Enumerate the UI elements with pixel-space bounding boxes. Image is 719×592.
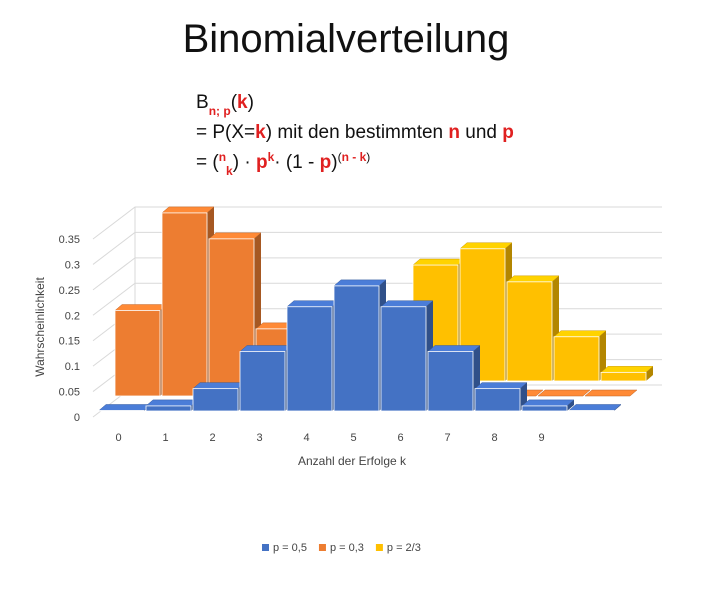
bar-side [614, 404, 621, 411]
formula-part: n [219, 150, 226, 164]
chart-title: Binomialverteilung [183, 17, 510, 61]
bar-top [600, 366, 654, 373]
bar [568, 410, 615, 412]
formula-part: ( [338, 150, 342, 164]
legend-swatch [318, 544, 326, 551]
bar [600, 371, 647, 382]
formula-part: · (1 - [274, 152, 319, 173]
bar [333, 285, 380, 412]
formula-part: = ( [196, 152, 219, 173]
x-tick-label: 9 [538, 432, 544, 444]
y-tick-label: 0.3 [65, 259, 80, 271]
formula-line: Bn; p(k) [196, 92, 254, 118]
bar-top [537, 389, 591, 397]
formula-part: p [502, 122, 514, 143]
bar [145, 405, 192, 412]
bar-top [412, 258, 466, 266]
y-axis-title: Wahrscheinlichkeit [33, 277, 47, 377]
bar-top [568, 404, 622, 411]
bar-top [286, 300, 340, 307]
legend-swatch [375, 544, 383, 551]
x-tick-label: 6 [397, 432, 403, 444]
formula-part: p [256, 152, 268, 173]
bar-top [380, 300, 434, 307]
legend-label: p = 0,3 [330, 542, 364, 554]
legend-label: p = 2/3 [387, 542, 421, 554]
y-tick-label: 0.35 [59, 234, 80, 246]
formula-line: = (nk) · pk· (1 - p)(n - k) [196, 150, 370, 178]
bar [192, 388, 239, 412]
formula-part: p [320, 152, 332, 173]
bar-top [521, 399, 575, 407]
bar [521, 405, 568, 412]
bar-top [145, 399, 199, 407]
y-tick-label: 0.15 [59, 336, 80, 348]
x-tick-label: 1 [162, 432, 168, 444]
bar-top [208, 232, 262, 240]
bar-top [474, 382, 528, 389]
legend-swatch [262, 544, 269, 551]
formula-part: n; p [209, 104, 231, 118]
formula-part: ( [231, 92, 238, 113]
bar [427, 351, 474, 412]
bar-top [114, 304, 168, 311]
bar-top [98, 404, 152, 411]
formula-part: und [460, 122, 502, 143]
bar-top [553, 330, 607, 338]
bar-top [192, 382, 246, 389]
formula-part: n - k [342, 150, 367, 164]
bar [161, 212, 208, 397]
formula-part: ) [248, 92, 254, 113]
bar-top [333, 279, 387, 287]
formula-part: ) mit den bestimmten [266, 122, 449, 143]
formula-part: ) · [233, 152, 256, 173]
x-axis-title: Anzahl der Erfolge k [298, 454, 407, 468]
bar [474, 388, 521, 412]
x-tick-label: 0 [115, 432, 121, 444]
bar [380, 306, 427, 412]
formula-part: n [448, 122, 460, 143]
x-tick-label: 2 [209, 432, 215, 444]
formula-line: = P(X=k) mit den bestimmten n und p [196, 122, 514, 143]
bar-side [646, 366, 653, 381]
x-tick-label: 4 [303, 432, 309, 444]
x-tick-label: 3 [256, 432, 262, 444]
bar [239, 351, 286, 412]
bar [506, 281, 553, 382]
bar [98, 410, 145, 412]
bar [114, 310, 161, 397]
bar-side [567, 399, 574, 411]
bar [553, 336, 600, 382]
bar-top [239, 345, 293, 352]
formula-part: = P(X= [196, 122, 255, 143]
y-tick-label: 0.2 [65, 310, 80, 322]
x-tick-label: 5 [350, 432, 356, 444]
formula-part: ) [331, 152, 337, 173]
bar-top [459, 242, 513, 250]
x-tick-label: 7 [444, 432, 450, 444]
formula-part: k [237, 92, 248, 113]
y-tick-label: 0.05 [59, 387, 80, 399]
formula-part: k [268, 150, 275, 164]
y-tick-label: 0 [74, 412, 80, 424]
y-tick-label: 0.1 [65, 361, 80, 373]
bar-top [506, 275, 560, 283]
bar-side [599, 330, 606, 381]
bar-top [427, 345, 481, 352]
bar [286, 306, 333, 412]
formula-part: k [255, 122, 266, 143]
legend-label: p = 0,5 [273, 542, 307, 554]
formula-part: ) [366, 150, 370, 164]
formula-part: B [196, 92, 209, 113]
x-tick-label: 8 [491, 432, 497, 444]
formula-part: k [226, 164, 233, 178]
bar-top [584, 389, 638, 397]
y-tick-label: 0.25 [59, 285, 80, 297]
bar-top [161, 206, 215, 214]
